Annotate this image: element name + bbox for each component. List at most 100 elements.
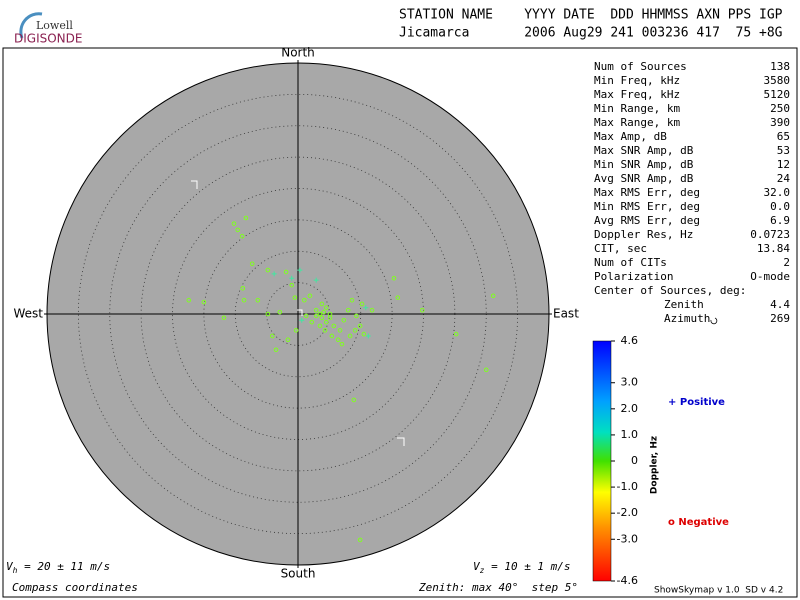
source-point [365, 333, 371, 339]
stat-label: Max Range, km [594, 116, 680, 129]
source-point [483, 367, 489, 373]
zenith-label: Zenith: max 40° step 5° [418, 581, 578, 594]
source-point [301, 297, 307, 303]
source-point [490, 293, 496, 299]
legend-entry: o Negative [668, 517, 729, 528]
source-point [359, 301, 365, 307]
source-point [201, 299, 207, 305]
source-point [327, 315, 333, 321]
stat-value: 6.9 [770, 214, 790, 227]
colorbar-tick-label: 0 [631, 454, 638, 467]
stat-value: 53 [777, 144, 790, 157]
source-point [347, 333, 353, 339]
stat-value: 3580 [764, 74, 791, 87]
source-point [361, 331, 367, 337]
source-point [317, 323, 323, 329]
source-point [354, 313, 359, 319]
stat-value: 390 [770, 116, 790, 129]
corner-mark [191, 180, 198, 189]
source-point [351, 397, 357, 403]
source-point [297, 267, 303, 273]
source-point [231, 221, 237, 226]
source-point [265, 311, 271, 317]
source-point [221, 315, 227, 321]
source-point [239, 233, 245, 239]
source-point [317, 311, 323, 317]
stat-label: CIT, sec [594, 242, 647, 255]
stat-label: Max SNR Amp, dB [594, 144, 694, 157]
source-point [283, 269, 289, 275]
source-point [289, 282, 295, 288]
colorbar-tick-label: -1.0 [617, 480, 638, 493]
source-point [352, 328, 358, 333]
stat-value: 4.4 [770, 298, 790, 311]
version: ShowSkymap v 1.0 SD v 4.2 [654, 586, 783, 596]
direction-label: South [281, 567, 316, 581]
header-line: STATION NAME YYYY DATE DDD HHMMSS AXN PP… [399, 8, 783, 23]
coords-label: Compass coordinates [12, 581, 138, 594]
source-point [277, 309, 283, 315]
stat-label: Num of CITs [594, 256, 667, 269]
source-point [335, 337, 341, 343]
source-point [313, 307, 319, 313]
stat-label: Doppler Res, Hz [594, 228, 693, 241]
stat-label: Min Freq, kHz [594, 74, 680, 87]
source-point [292, 295, 298, 300]
source-point [243, 215, 249, 221]
colorbar-tick-label: 1.0 [621, 428, 639, 441]
stat-label: Num of Sources [594, 60, 687, 73]
source-point [255, 297, 261, 303]
source-point [391, 275, 397, 281]
source-point [313, 313, 319, 319]
stat-value: 0.0723 [750, 228, 790, 241]
stat-label: Min SNR Amp, dB [594, 158, 694, 171]
corner-mark [397, 437, 405, 446]
stat-value: 269 [770, 312, 790, 325]
source-point [241, 297, 247, 303]
stat-label: Avg SNR Amp, dB [594, 172, 694, 185]
stat-label: Min RMS Err, deg [594, 200, 700, 213]
source-point [331, 323, 337, 329]
source-point [285, 337, 291, 343]
frame [2, 47, 798, 598]
source-point [369, 307, 375, 313]
colorbar-tick-label: -4.6 [617, 574, 638, 587]
source-point [309, 319, 315, 325]
source-point [349, 297, 355, 303]
stat-value: 138 [770, 60, 790, 73]
source-point [269, 333, 275, 339]
header-line: Jicamarca 2006 Aug29 241 003236 417 75 +… [399, 26, 783, 41]
stat-label: Polarization [594, 270, 673, 283]
source-point [453, 331, 459, 337]
source-point [289, 275, 295, 281]
colorbar [592, 340, 612, 582]
legend-entry: + Positive [668, 397, 725, 408]
colorbar-tick-label: 3.0 [621, 376, 639, 389]
source-point [265, 267, 271, 273]
vz-label: Vz = 10 ± 1 m/s [473, 560, 571, 575]
stat-value: 13.84 [757, 242, 790, 255]
source-point [273, 347, 279, 353]
source-point [419, 307, 425, 313]
stat-label: Azimuth [664, 312, 710, 325]
stat-label: Center of Sources, deg: [594, 284, 746, 297]
source-point [271, 271, 277, 277]
azimuth-icon [710, 317, 718, 325]
source-point [235, 227, 241, 233]
source-point [341, 317, 347, 323]
source-point [186, 297, 192, 303]
stat-label: Max RMS Err, deg [594, 186, 700, 199]
logo-top: Lowell [36, 19, 73, 32]
stat-label: Min Range, km [594, 102, 680, 115]
logo-arc [19, 12, 43, 39]
source-point [321, 309, 327, 315]
source-point [357, 323, 363, 329]
source-point [307, 293, 313, 299]
source-point [303, 313, 309, 319]
stat-value: 24 [777, 172, 791, 185]
stat-label: Avg RMS Err, deg [594, 214, 700, 227]
source-point [319, 301, 325, 307]
stat-label: Max Freq, kHz [594, 88, 680, 101]
source-point [337, 328, 343, 333]
